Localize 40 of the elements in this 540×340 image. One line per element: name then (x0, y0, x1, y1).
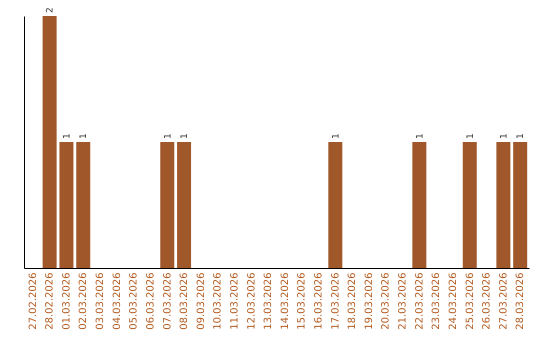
x-tick-label: 28.03.2026 (515, 272, 526, 330)
x-tick-label: 22.03.2026 (414, 272, 426, 330)
data-label: 1 (331, 133, 342, 139)
data-label: 2 (46, 7, 56, 13)
data-label: 1 (79, 133, 90, 139)
x-tick-label: 18.03.2026 (347, 272, 358, 330)
x-tick-label: 12.03.2026 (246, 272, 258, 330)
x-tick-label: 11.03.2026 (229, 272, 240, 330)
x-tick-label: 19.03.2026 (364, 272, 375, 330)
x-tick-label: 17.03.2026 (330, 272, 342, 330)
data-label: 1 (466, 133, 476, 139)
x-tick-label: 21.03.2026 (398, 272, 409, 330)
data-label: 1 (62, 133, 72, 139)
x-tick-label: 06.03.2026 (145, 272, 156, 330)
x-tick-label: 14.03.2026 (280, 272, 291, 330)
x-tick-label: 15.03.2026 (296, 272, 308, 330)
x-tick-label: 05.03.2026 (128, 272, 140, 330)
x-tick-label: 20.03.2026 (380, 272, 392, 330)
x-tick-label: 27.03.2026 (498, 272, 510, 330)
x-tick-label: 26.03.2026 (482, 272, 493, 330)
x-tick-label: 28.02.2026 (44, 272, 56, 330)
data-label: 1 (163, 133, 174, 139)
x-tick-label: 25.03.2026 (464, 272, 476, 330)
data-label: 1 (180, 133, 190, 139)
x-tick-label: 04.03.2026 (112, 272, 123, 330)
x-tick-label: 02.03.2026 (78, 272, 90, 330)
x-tick-label: 13.03.2026 (263, 272, 274, 330)
x-tick-label: 01.03.2026 (61, 272, 72, 330)
x-tick-label: 10.03.2026 (212, 272, 224, 330)
x-tick-label: 07.03.2026 (162, 272, 174, 330)
x-tick-label: 03.03.2026 (95, 272, 106, 330)
data-label: 1 (415, 133, 426, 139)
x-tick-label: 27.02.2026 (28, 272, 39, 330)
x-tick-label: 23.03.2026 (431, 272, 442, 330)
x-tick-label: 09.03.2026 (196, 272, 207, 330)
data-label: 1 (499, 133, 510, 139)
x-tick-label: 24.03.2026 (448, 272, 459, 330)
x-tick-label: 16.03.2026 (314, 272, 325, 330)
data-label: 1 (516, 133, 526, 139)
x-tick-label: 08.03.2026 (179, 272, 190, 330)
